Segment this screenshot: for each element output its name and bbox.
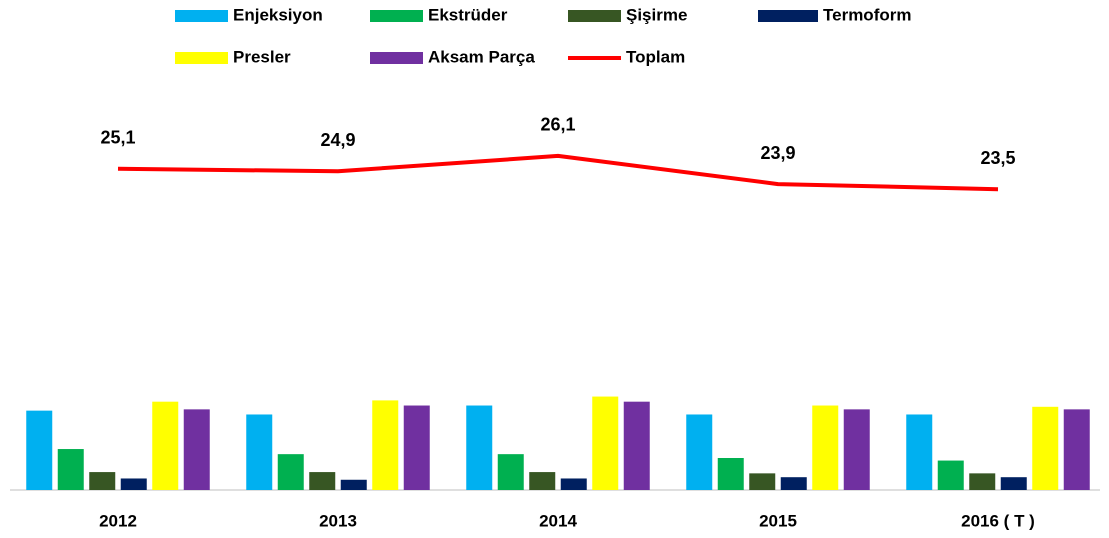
legend-swatch bbox=[175, 10, 228, 22]
data-label: 23,9 bbox=[760, 143, 795, 163]
x-tick-label: 2014 bbox=[539, 511, 577, 530]
bar bbox=[277, 454, 304, 490]
bar bbox=[592, 396, 619, 490]
legend-label: Şişirme bbox=[626, 5, 687, 24]
bar bbox=[749, 473, 776, 490]
data-label: 24,9 bbox=[320, 130, 355, 150]
x-tick-label: 2015 bbox=[759, 511, 797, 530]
legend-swatch bbox=[568, 10, 621, 22]
legend-swatch bbox=[175, 52, 228, 64]
bar bbox=[969, 473, 996, 490]
line bbox=[117, 153, 999, 192]
legend-label: Ekstrüder bbox=[428, 5, 508, 24]
bar bbox=[57, 449, 84, 490]
bar bbox=[340, 479, 367, 490]
legend-swatch bbox=[370, 10, 423, 22]
legend-label: Presler bbox=[233, 47, 291, 66]
legend-swatch bbox=[758, 10, 818, 22]
bar bbox=[497, 454, 524, 490]
bar bbox=[120, 478, 147, 490]
x-tick-label: 2013 bbox=[319, 511, 357, 530]
bar bbox=[403, 405, 430, 490]
bar bbox=[1063, 409, 1090, 490]
bar bbox=[780, 477, 807, 490]
legend-label: Aksam Parça bbox=[428, 47, 535, 66]
bar bbox=[560, 478, 587, 490]
bar bbox=[843, 409, 870, 490]
bar bbox=[937, 460, 964, 490]
bar bbox=[1032, 406, 1059, 490]
bar bbox=[372, 400, 399, 490]
bar bbox=[717, 458, 744, 490]
x-tick-label: 2012 bbox=[99, 511, 137, 530]
x-tick-label: 2016 ( T ) bbox=[961, 511, 1035, 530]
legend-label: Enjeksiyon bbox=[233, 5, 323, 24]
bar bbox=[89, 472, 116, 490]
data-label: 26,1 bbox=[540, 115, 575, 135]
bar bbox=[812, 405, 839, 490]
legend-swatch bbox=[370, 52, 423, 64]
bar bbox=[183, 409, 210, 490]
bar bbox=[26, 410, 53, 490]
bar bbox=[1000, 477, 1027, 490]
bar bbox=[686, 414, 713, 490]
data-label: 25,1 bbox=[100, 127, 135, 147]
data-label: 23,5 bbox=[980, 148, 1015, 168]
bar bbox=[906, 414, 933, 490]
bar bbox=[623, 401, 650, 490]
bar bbox=[529, 472, 556, 490]
bar bbox=[309, 472, 336, 490]
legend-label: Termoform bbox=[823, 5, 911, 24]
bar bbox=[466, 405, 493, 490]
bar bbox=[152, 401, 179, 490]
legend-label: Toplam bbox=[626, 47, 685, 66]
bar bbox=[246, 414, 273, 490]
